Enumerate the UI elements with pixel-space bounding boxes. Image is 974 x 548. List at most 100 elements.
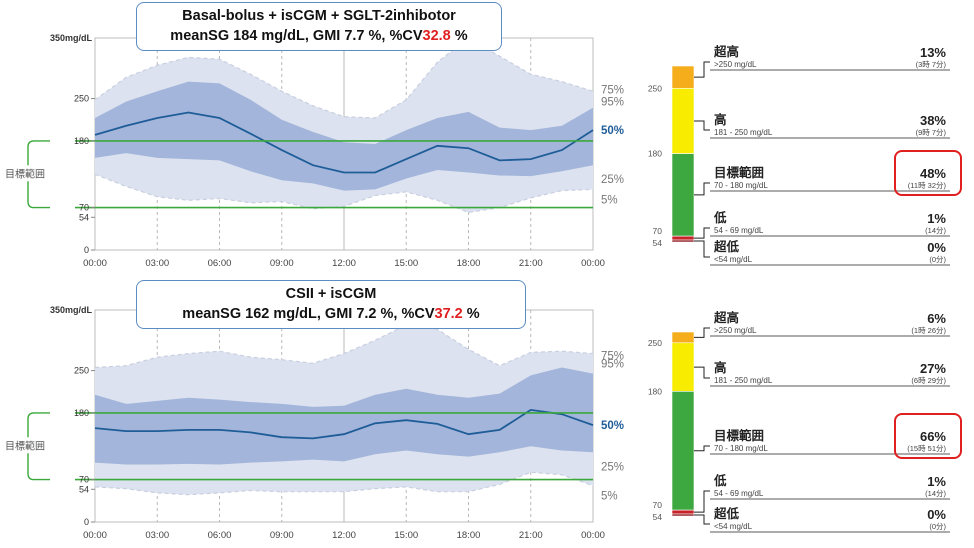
chart-2-tir-pct-4: 0% (927, 507, 946, 522)
chart-1-xtick-label: 21:00 (519, 258, 543, 269)
chart-1-tir-scale-label: 180 (648, 149, 662, 159)
chart-2-tir-highlight-box (894, 413, 962, 459)
chart-2-tir-time-3: (14分) (925, 489, 946, 498)
chart-2-percentile-label: 25% (601, 461, 624, 473)
chart-2-cv-value: 37.2 (434, 306, 463, 322)
chart-1-tir-time-3: (14分) (925, 226, 946, 235)
chart-1-ytick-label: 250 (74, 94, 89, 104)
chart-2-ytick-label: 0 (84, 517, 89, 527)
chart-2-ytick-label: 54 (79, 484, 89, 494)
chart-2-tir-connector-0 (694, 327, 710, 338)
chart-1-xtick-label: 00:00 (581, 258, 605, 269)
chart-2-tir-range-3: 54 - 69 mg/dL (714, 489, 764, 498)
chart-2-tir-bar-3 (671, 509, 695, 515)
chart-2-tir-name-2: 目標範囲 (714, 428, 764, 443)
chart-1-cv-unit: % (454, 28, 468, 44)
chart-2-tir-bar-4 (671, 513, 695, 517)
chart-2-target-label-bg (4, 437, 52, 454)
chart-1-tir-bar-1 (671, 88, 695, 154)
chart-1-tir-connector-3 (694, 227, 710, 239)
chart-2-tir-pct-3: 1% (927, 474, 946, 489)
chart-1-xtick-label: 12:00 (332, 258, 356, 269)
chart-2-tir-connector-4 (694, 514, 710, 525)
chart-1-tir-name-0: 超高 (713, 44, 739, 59)
chart-2-tir-bar-2 (671, 391, 695, 511)
chart-1-tir-scale-label: 54 (653, 238, 663, 248)
chart-2-xtick-label: 12:00 (332, 530, 356, 541)
chart-1-target-label-bg (4, 165, 52, 182)
chart-1-xtick-label: 18:00 (457, 258, 481, 269)
chart-1-ytick-label: 54 (79, 212, 89, 222)
chart-1-xtick-label: 15:00 (394, 258, 418, 269)
chart-2-tir-pct-2: 66% (920, 429, 946, 444)
chart-1-p5-line (94, 173, 594, 214)
chart-1-tir-connector-1 (694, 120, 710, 131)
chart-2-ytick-label: 180 (74, 408, 89, 418)
chart-2-xtick-label: 06:00 (208, 530, 232, 541)
chart-1-tir-range-2: 70 - 180 mg/dL (714, 181, 768, 190)
chart-1-ymax-label: 350mg/dL (50, 33, 93, 43)
chart-2-xtick-label: 00:00 (581, 530, 605, 541)
chart-2-median-line (94, 408, 594, 440)
chart-2-tir-time-1: (6時 29分) (911, 376, 946, 385)
chart-1-ytick-label: 70 (79, 203, 89, 213)
chart-1-target-label: 目標範囲 (5, 167, 45, 180)
chart-2-tir-time-4: (0分) (929, 522, 946, 531)
chart-2-percentile-label: 75% (601, 351, 624, 363)
chart-1-tir-time-0: (3時 7分) (916, 60, 947, 69)
chart-1-tir-pct-3: 1% (927, 211, 946, 226)
chart-2-tir-bar-0 (671, 331, 695, 344)
chart-2-title-box: CSII + isCGM meanSG 162 mg/dL, GMI 7.2 %… (136, 280, 526, 329)
chart-1-percentile-label: 95% (601, 96, 624, 108)
chart-1-cv-value: 32.8 (422, 28, 451, 44)
chart-1-xtick-label: 06:00 (208, 258, 232, 269)
chart-1-xtick-label: 09:00 (270, 258, 294, 269)
chart-1-tir-bar-3 (671, 235, 695, 241)
chart-2-stats-text: meanSG 162 mg/dL, GMI 7.2 %, %CV (182, 306, 435, 322)
chart-1-percentile-label: 75% (601, 85, 624, 97)
chart-2-tir-range-0: >250 mg/dL (714, 326, 757, 335)
chart-2-tir-connector-3 (694, 490, 710, 513)
chart-1-tir-connector-4 (694, 240, 710, 258)
chart-1-ytick-label: 0 (84, 245, 89, 255)
chart-2-percentile-label: 95% (601, 359, 624, 371)
chart-1-tir-time-1: (9時 7分) (916, 128, 947, 137)
chart-2-title-line2: meanSG 162 mg/dL, GMI 7.2 %, %CV37.2 % (137, 304, 525, 324)
chart-1-tir-time-4: (0分) (929, 255, 946, 264)
chart-1-tir-range-1: 181 - 250 mg/dL (714, 128, 773, 137)
chart-2-tir-pct-0: 6% (927, 311, 946, 326)
chart-1-xtick-label: 03:00 (145, 258, 169, 269)
chart-1-ytick-label: 180 (74, 136, 89, 146)
chart-1-tir-bar-2 (671, 153, 695, 237)
chart-2-tir-name-4: 超低 (713, 506, 740, 521)
chart-1-title-box: Basal-bolus + isCGM + SGLT-2inhibotor me… (136, 2, 502, 51)
chart-2-tir-scale-label: 54 (653, 512, 663, 522)
chart-1-tir-range-3: 54 - 69 mg/dL (714, 226, 764, 235)
chart-1-tir-bar-4 (671, 239, 695, 243)
chart-2-tir-scale-label: 180 (648, 386, 662, 396)
chart-1-tir-pct-0: 13% (920, 45, 946, 60)
chart-1-tir-range-4: <54 mg/dL (714, 255, 753, 264)
chart-1-tir-name-3: 低 (713, 210, 727, 225)
chart-1-xtick-label: 00:00 (83, 258, 107, 269)
chart-1-tir-range-0: >250 mg/dL (714, 60, 757, 69)
chart-1-tir-pct-1: 38% (920, 113, 946, 128)
chart-1-tir-connector-2 (694, 182, 710, 196)
chart-2-tir-scale-label: 250 (648, 338, 662, 348)
chart-2-tir-time-0: (1時 26分) (911, 326, 946, 335)
chart-1-title-line2: meanSG 184 mg/dL, GMI 7.7 %, %CV32.8 % (137, 26, 501, 46)
chart-2-xtick-label: 15:00 (394, 530, 418, 541)
chart-1-tir-name-2: 目標範囲 (714, 165, 764, 180)
chart-1-tir-scale-label: 250 (648, 83, 662, 93)
chart-1-tir-scale-label: 70 (653, 226, 663, 236)
chart-1-tir-name-1: 高 (714, 112, 727, 127)
chart-2-tir-bar-1 (671, 342, 695, 392)
chart-1-p95-line (94, 37, 594, 119)
chart-2-tir-name-0: 超高 (713, 310, 739, 325)
chart-2-xtick-label: 00:00 (83, 530, 107, 541)
chart-2-xtick-label: 09:00 (270, 530, 294, 541)
chart-2-tir-range-1: 181 - 250 mg/dL (714, 376, 773, 385)
chart-1-tir-time-2: (11時 32分) (908, 181, 947, 190)
chart-1-tir-highlight-box (894, 150, 962, 196)
